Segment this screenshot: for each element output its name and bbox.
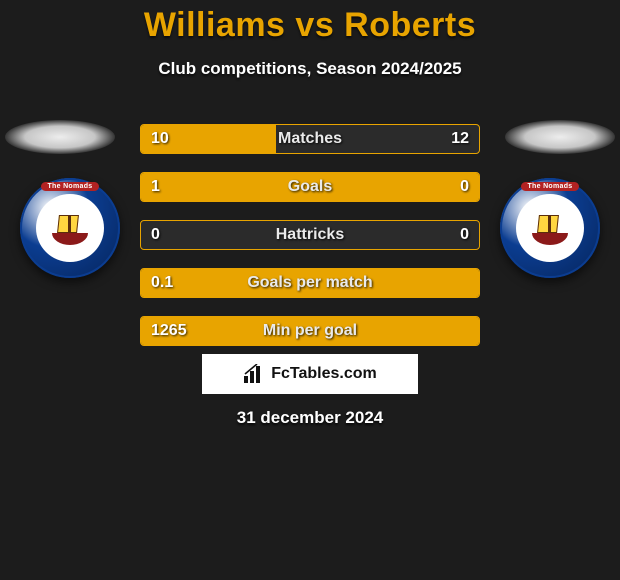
page-title: Williams vs Roberts	[0, 0, 620, 45]
brand-box[interactable]: FcTables.com	[202, 354, 418, 394]
stat-rows: 1012Matches 10Goals 00Hattricks 0.1Goals pe…	[140, 124, 480, 364]
stat-row: 10Goals	[140, 172, 480, 202]
crest-ribbon-right: The Nomads	[521, 182, 578, 191]
ship-hull-icon	[52, 233, 88, 245]
ship-hull-icon	[532, 233, 568, 245]
stat-row: 1012Matches	[140, 124, 480, 154]
stat-label: Goals per match	[141, 269, 479, 297]
team-crest-left: The Nomads	[20, 178, 120, 278]
crest-badge-left	[36, 194, 104, 262]
caption-date: 31 december 2024	[0, 408, 620, 428]
shadow-oval-right	[505, 120, 615, 154]
stat-label: Hattricks	[141, 221, 479, 249]
stat-label: Matches	[141, 125, 479, 153]
stat-label: Min per goal	[141, 317, 479, 345]
ship-mast-icon	[68, 215, 71, 235]
stat-row: 0.1Goals per match	[140, 268, 480, 298]
stat-row: 1265Min per goal	[140, 316, 480, 346]
ship-mast-icon	[548, 215, 551, 235]
team-crest-right: The Nomads	[500, 178, 600, 278]
stat-row: 00Hattricks	[140, 220, 480, 250]
stat-label: Goals	[141, 173, 479, 201]
crest-badge-right	[516, 194, 584, 262]
crest-ribbon-left: The Nomads	[41, 182, 98, 191]
bar-chart-icon	[243, 364, 265, 384]
page-subtitle: Club competitions, Season 2024/2025	[0, 59, 620, 79]
shadow-oval-left	[5, 120, 115, 154]
brand-text: FcTables.com	[271, 365, 377, 383]
